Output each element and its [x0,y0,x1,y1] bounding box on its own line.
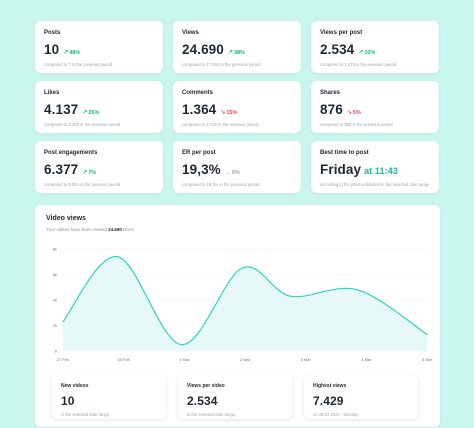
stat-card-views: Views 24.690 ↗ 38% compared to 17.852 in … [173,21,301,73]
stat-label: Shares [320,90,341,96]
x-tick-label: 5 Mar [422,357,433,362]
arrow-up-icon: ↗ [82,110,88,116]
x-tick-label: 2 Mar [240,357,251,362]
stat-card-post-engagements: Post engagements 6.377 ↗ 7% compared to 5… [35,141,163,193]
stat-note: compared to 1.728 in the previous period [182,122,259,127]
stat-value: 6.377 [44,162,79,177]
series-area [63,256,427,351]
stat-card-er-per-post: ER per post 19,3% → 0% compared to 18,3% … [173,141,301,193]
stat-label: Best time to post [320,150,369,156]
y-tick-label: 4k [53,297,57,302]
stat-note: compared to 7 in the previous period [44,62,112,67]
stat-delta: ↗ 26% [82,109,100,117]
y-tick-label: 8k [53,246,57,251]
stat-value: 2.534 [187,394,218,408]
chart-subtitle: Your videos have been viewed 24.690 time… [46,227,134,232]
stat-value: 7.429 [313,394,344,408]
stat-value: 876 [320,102,343,117]
stat-value: 2.534 [320,42,355,57]
stat-label: Views per video [187,383,225,389]
arrow-up-icon: ↗ [358,50,364,56]
stat-note: compared to 852 in the previous period [320,122,393,127]
stat-note: compared to 18,3% in the previous period [182,182,260,187]
stat-note: compared to 5.953 in the previous period [44,182,121,187]
stat-note: in the selected date range [187,412,236,417]
substat-card-highest-views: Highest views 7.429 on 28.02.2022 - Mond… [304,375,418,419]
stat-card-best-time: Best time to post Friday at 11:43 accordi… [311,141,439,193]
video-views-chart: 0 2k 4k 6k 8k 27 Feb 28 Feb 1 Mar 2 Mar 3 Mar 4 Ma… [53,246,433,362]
stat-note: according to the posts published in the … [320,182,430,187]
x-tick-label: 3 Mar [301,357,312,362]
stat-card-likes: Likes 4.137 ↗ 26% compared to 3.263 in th… [35,81,163,133]
stat-card-posts: Posts 10 ↗ 48% compared to 7 in the previ… [35,21,163,73]
arrow-right-icon: → [224,170,231,176]
stat-note: compared to 2.470 in the previous period [320,62,397,67]
stat-label: ER per post [182,150,216,156]
substat-card-new-videos: New videos 10 in the selected date range [52,375,166,419]
stat-label: Posts [44,30,61,36]
x-tick-label: 27 Feb [57,357,70,362]
stat-delta: ↗ 10% [358,49,376,57]
stat-label: Likes [44,90,60,96]
stat-delta: ↘ 5% [346,109,361,117]
stat-value: 10 [61,394,75,408]
stat-delta: ↗ 48% [63,49,81,57]
stat-label: Comments [182,90,214,96]
stat-delta: ↗ 7% [82,169,97,177]
stat-label: Post engagements [44,150,98,156]
x-tick-label: 1 Mar [179,357,190,362]
x-tick-label: 28 Feb [117,357,130,362]
stat-note: compared to 17.852 in the previous perio… [182,62,261,67]
stat-card-comments: Comments 1.364 ↘ 15% compared to 1.728 in… [173,81,301,133]
stat-delta: ↗ 38% [227,49,245,57]
x-tick-label: 4 Mar [361,357,372,362]
stat-label: New videos [61,383,89,389]
arrow-up-icon: ↗ [63,50,69,56]
stat-note: compared to 3.263 in the previous period [44,122,121,127]
series-line [62,256,428,346]
stat-value-accent: at 11:43 [364,166,398,176]
stat-label: Views [182,30,199,36]
stat-label: Highest views [313,383,347,389]
stat-value: 19,3% [182,162,221,177]
substat-card-views-per-video: Views per video 2.534 in the selected da… [178,375,292,419]
stat-value: 1.364 [182,102,217,117]
stat-value: Friday at 11:43 [320,162,398,177]
arrow-up-icon: ↗ [227,50,233,56]
stat-delta: → 0% [224,170,240,176]
stat-value: 24.690 [182,42,224,57]
arrow-down-icon: ↘ [220,110,226,116]
y-tick-label: 2k [53,323,57,328]
chart-title: Video views [46,215,86,222]
stat-value: 4.137 [44,102,79,117]
total-views-value: 24.690 [108,227,122,232]
stat-label: Views per post [320,30,363,36]
arrow-down-icon: ↘ [346,110,352,116]
y-tick-label: 6k [53,272,57,277]
stat-card-shares: Shares 876 ↘ 5% compared to 852 in the pr… [311,81,439,133]
arrow-up-icon: ↗ [82,170,88,176]
stat-note: in the selected date range [61,412,110,417]
stat-value: 10 [44,42,60,57]
stat-card-views-per-post: Views per post 2.534 ↗ 10% compared to 2.… [311,21,439,73]
stat-delta: ↘ 15% [220,109,238,117]
y-tick-label: 0 [55,348,58,353]
stat-note: on 28.02.2022 - Monday [313,412,359,417]
